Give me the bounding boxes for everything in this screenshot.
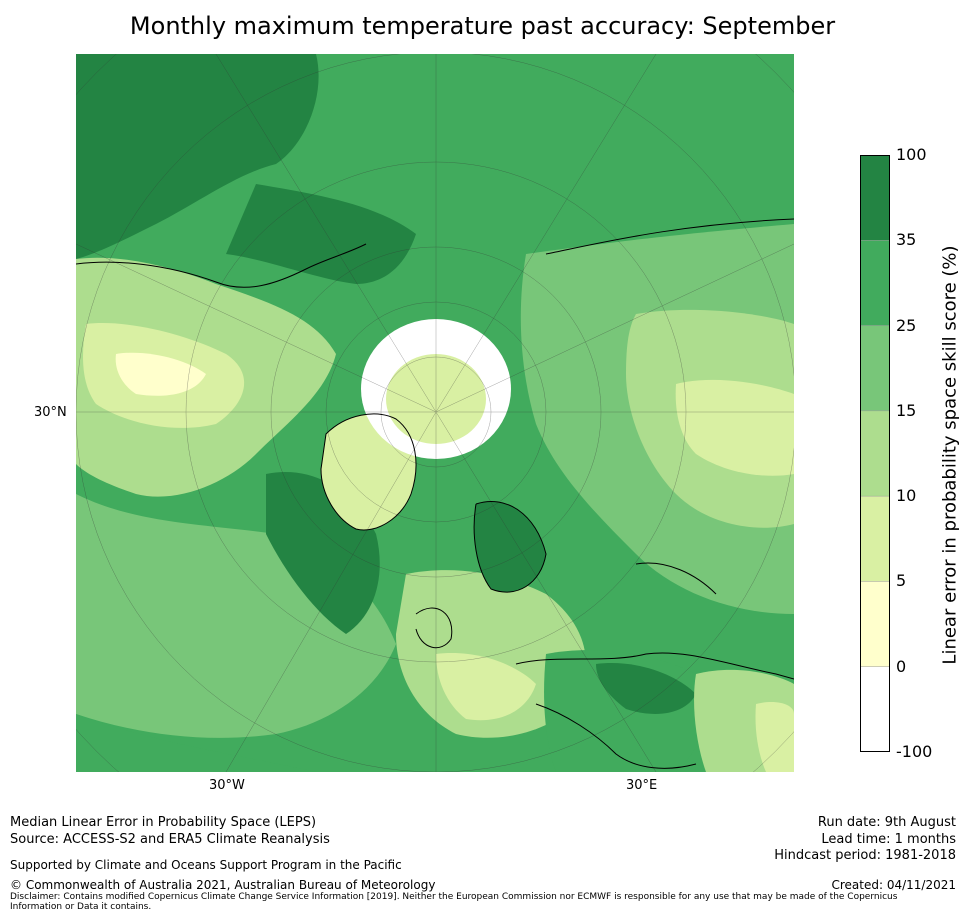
med-dark xyxy=(596,663,696,714)
asia-yellow xyxy=(675,379,794,476)
colorbar-tick: 35 xyxy=(896,230,917,250)
skill-map xyxy=(76,54,794,772)
footer-leps: Median Linear Error in Probability Space… xyxy=(10,815,317,830)
footer-run-date: Run date: 9th August xyxy=(817,815,956,830)
lon-label-30e: 30°E xyxy=(626,778,658,793)
colorbar-tick: 0 xyxy=(896,656,907,676)
colorbar-tick: 15 xyxy=(896,400,917,420)
colorbar-band xyxy=(860,666,890,752)
colorbar-tick: 25 xyxy=(896,315,917,335)
pacific-dark xyxy=(76,54,319,259)
lat-label-30n: 30°N xyxy=(34,405,67,420)
scandinavia xyxy=(474,501,546,593)
arctic-inner xyxy=(386,354,486,444)
map-title: Monthly maximum temperature past accurac… xyxy=(129,12,836,40)
colorbar-band xyxy=(860,325,890,411)
na-cream xyxy=(115,352,206,396)
colorbar-band xyxy=(860,496,890,582)
coastlines xyxy=(76,218,794,769)
footer-copyright: © Commonwealth of Australia 2021, Austra… xyxy=(10,878,436,892)
colorbar-label: Linear error in probability space skill … xyxy=(939,245,961,665)
colorbar-band xyxy=(860,155,890,241)
europe-yellow xyxy=(436,653,536,721)
footer-created: Created: 04/11/2021 xyxy=(831,878,956,892)
colorbar-tick: 5 xyxy=(896,571,907,591)
footer-source: Source: ACCESS-S2 and ERA5 Climate Reana… xyxy=(10,832,330,847)
colorbar-band xyxy=(860,581,890,667)
footer-hindcast: Hindcast period: 1981-2018 xyxy=(774,848,956,863)
footer-supported: Supported by Climate and Oceans Support … xyxy=(10,858,402,872)
footer-lead-time: Lead time: 1 months xyxy=(821,832,956,847)
lon-label-30w: 30°W xyxy=(209,778,245,793)
bottom-left-ocean xyxy=(76,714,316,772)
footer-disclaimer: Disclaimer: Contains modified Copernicus… xyxy=(10,892,898,912)
colorbar-tick: 100 xyxy=(896,145,927,164)
colorbar-tick: -100 xyxy=(896,742,933,761)
colorbar-tick: 10 xyxy=(896,486,917,506)
colorbar-band xyxy=(860,240,890,326)
graticule xyxy=(76,54,794,772)
arctic-dark xyxy=(226,184,416,284)
colorbar xyxy=(860,155,890,752)
se-yellow xyxy=(755,702,794,772)
colorbar-band xyxy=(860,410,890,497)
